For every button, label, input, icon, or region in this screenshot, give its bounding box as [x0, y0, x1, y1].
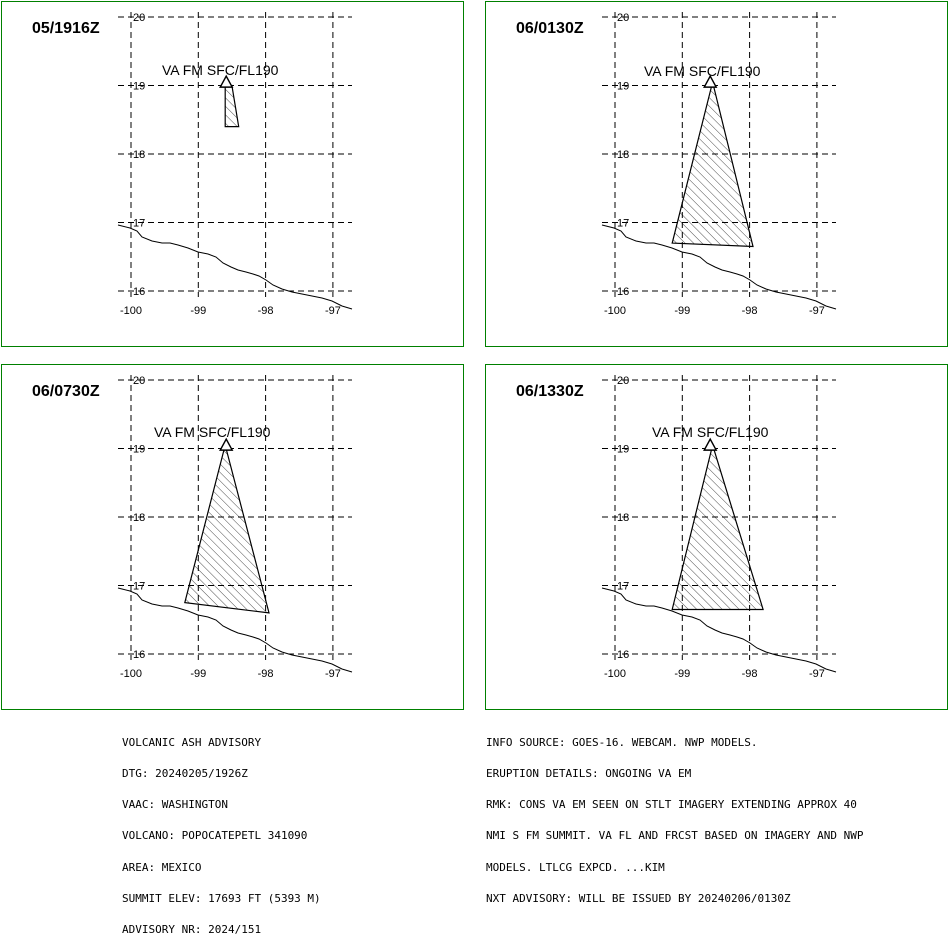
- map-canvas: 20 19 18 17 16 -100 -99 -98 -97: [601, 375, 837, 680]
- ash-cloud-polygon: [671, 81, 754, 248]
- lon-tick-label: -99: [190, 305, 206, 317]
- advisory-info-source: INFO SOURCE: GOES-16. WEBCAM. NWP MODELS…: [486, 735, 758, 749]
- volcano-icon: [703, 437, 718, 451]
- coastline: [117, 587, 353, 673]
- advisory-title: VOLCANIC ASH ADVISORY: [122, 735, 262, 749]
- map-canvas: 20 19 18 17 16 -100 -99 -98 -97: [601, 12, 837, 317]
- advisory-info-left: VOLCANIC ASH ADVISORY DTG: 20240205/1926…: [122, 717, 321, 946]
- lat-tick-label: 16: [133, 286, 145, 298]
- map-panel-2: 20 19 18 17 16 -100 -99 -98 -97 06/0130Z VA FM S…: [485, 1, 948, 347]
- lon-tick-label: -97: [325, 668, 341, 680]
- ash-cloud-polygon: [671, 442, 764, 611]
- lat-tick-label: 19: [617, 444, 629, 456]
- lat-tick-label: 20: [133, 12, 145, 24]
- lat-tick-label: 17: [617, 218, 629, 230]
- advisory-dtg: DTG: 20240205/1926Z: [122, 767, 248, 781]
- lon-tick-label: -97: [325, 305, 341, 317]
- lat-tick-label: 20: [617, 12, 629, 24]
- lat-tick-label: 18: [133, 512, 145, 524]
- volcano-icon: [219, 437, 234, 451]
- advisory-remark-line-3: MODELS. LTLCG EXPCD. ...KIM: [486, 860, 665, 874]
- lon-tick-label: -99: [190, 668, 206, 680]
- lat-tick-label: 16: [133, 649, 145, 661]
- map-canvas: 20 19 18 17 16 -100 -99 -98 -97: [117, 375, 353, 680]
- lon-tick-label: -98: [258, 305, 274, 317]
- panel-time: 06/0730Z: [32, 383, 100, 400]
- advisory-eruption-details: ERUPTION DETAILS: ONGOING VA EM: [486, 767, 692, 781]
- lon-tick-label: -98: [742, 305, 758, 317]
- coastline: [601, 224, 837, 310]
- lon-tick-label: -100: [604, 668, 626, 680]
- lat-tick-label: 17: [133, 218, 145, 230]
- lat-tick-label: 18: [617, 149, 629, 161]
- lon-tick-label: -99: [674, 668, 690, 680]
- ash-level-label: VA FM SFC/FL190: [652, 424, 769, 440]
- lat-tick-label: 17: [617, 581, 629, 593]
- lon-tick-label: -98: [742, 668, 758, 680]
- lon-tick-label: -100: [604, 305, 626, 317]
- advisory-next: NXT ADVISORY: WILL BE ISSUED BY 20240206…: [486, 891, 791, 905]
- lat-tick-label: 19: [133, 444, 145, 456]
- lat-tick-label: 20: [133, 375, 145, 387]
- map-canvas: 20 19 18 17 16 -100 -99 -98 -97: [117, 12, 353, 317]
- lat-tick-label: 20: [617, 375, 629, 387]
- advisory-volcano: VOLCANO: POPOCATEPETL 341090: [122, 829, 308, 843]
- advisory-info-right: INFO SOURCE: GOES-16. WEBCAM. NWP MODELS…: [486, 717, 864, 915]
- lon-tick-label: -100: [120, 305, 142, 317]
- advisory-remark-line-1: RMK: CONS VA EM SEEN ON STLT IMAGERY EXT…: [486, 798, 857, 812]
- advisory-area: AREA: MEXICO: [122, 860, 202, 874]
- ash-level-label: VA FM SFC/FL190: [162, 62, 279, 78]
- map-panel-3: 20 19 18 17 16 -100 -99 -98 -97 06/0730Z VA FM S…: [1, 364, 464, 710]
- lat-tick-label: 18: [617, 512, 629, 524]
- panel-time: 05/1916Z: [32, 20, 100, 37]
- advisory-vaac: VAAC: WASHINGTON: [122, 798, 228, 812]
- lat-tick-label: 19: [617, 81, 629, 93]
- advisory-remark-line-2: NMI S FM SUMMIT. VA FL AND FRCST BASED O…: [486, 829, 864, 843]
- coastline: [117, 224, 353, 310]
- volcano-icon: [703, 74, 718, 88]
- lat-tick-label: 18: [133, 149, 145, 161]
- panel-time: 06/0130Z: [516, 20, 584, 37]
- ash-level-label: VA FM SFC/FL190: [154, 424, 271, 440]
- lon-tick-label: -98: [258, 668, 274, 680]
- lat-tick-label: 16: [617, 649, 629, 661]
- ash-level-label: VA FM SFC/FL190: [644, 63, 761, 79]
- lat-tick-label: 19: [133, 81, 145, 93]
- ash-cloud-polygon: [184, 442, 270, 614]
- map-panel-1: 20 19 18 17 16 -100 -99 -98 -97 05/1916Z VA FM S…: [1, 1, 464, 347]
- lon-tick-label: -97: [809, 668, 825, 680]
- lon-tick-label: -99: [674, 305, 690, 317]
- panel-time: 06/1330Z: [516, 383, 584, 400]
- volcano-icon: [219, 74, 234, 88]
- lat-tick-label: 17: [133, 581, 145, 593]
- map-panel-4: 20 19 18 17 16 -100 -99 -98 -97 06/1330Z VA FM S…: [485, 364, 948, 710]
- coastline: [601, 587, 837, 673]
- lon-tick-label: -97: [809, 305, 825, 317]
- ash-cloud-polygon: [224, 84, 240, 128]
- advisory-number: ADVISORY NR: 2024/151: [122, 923, 262, 937]
- lon-tick-label: -100: [120, 668, 142, 680]
- advisory-summit-elev: SUMMIT ELEV: 17693 FT (5393 M): [122, 891, 321, 905]
- lat-tick-label: 16: [617, 286, 629, 298]
